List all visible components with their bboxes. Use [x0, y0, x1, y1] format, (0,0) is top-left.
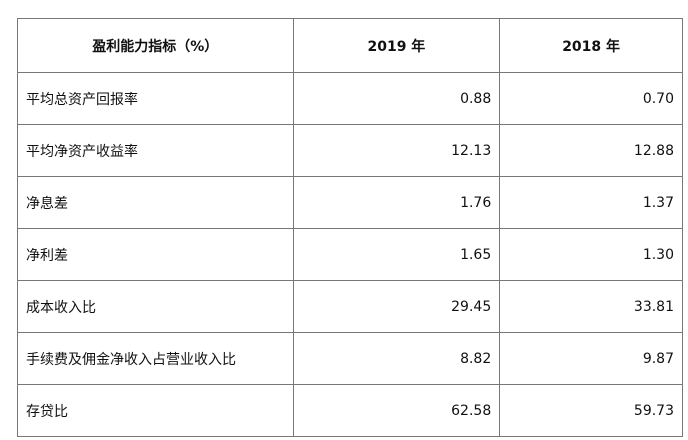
header-row: 盈利能力指标（%） 2019 年 2018 年	[17, 18, 683, 73]
table-row: 净息差 1.76 1.37	[17, 176, 683, 229]
value-2019-cell: 29.45	[292, 280, 501, 333]
value-2019-cell: 1.65	[292, 228, 501, 281]
value-2018-cell: 0.70	[499, 72, 683, 125]
indicator-cell: 平均净资产收益率	[17, 124, 294, 177]
indicator-cell: 净息差	[17, 176, 294, 229]
indicator-cell: 净利差	[17, 228, 294, 281]
value-2019-cell: 0.88	[292, 72, 501, 125]
value-2019-cell: 12.13	[292, 124, 501, 177]
table-row: 净利差 1.65 1.30	[17, 228, 683, 281]
value-2019-cell: 62.58	[292, 384, 501, 437]
table-row: 平均总资产回报率 0.88 0.70	[17, 72, 683, 125]
indicator-cell: 成本收入比	[17, 280, 294, 333]
header-indicator: 盈利能力指标（%）	[17, 18, 294, 73]
table-row: 手续费及佣金净收入占营业收入比 8.82 9.87	[17, 332, 683, 385]
table-row: 成本收入比 29.45 33.81	[17, 280, 683, 333]
header-2019: 2019 年	[292, 18, 501, 73]
value-2018-cell: 1.37	[499, 176, 683, 229]
value-2018-cell: 1.30	[499, 228, 683, 281]
indicator-cell: 平均总资产回报率	[17, 72, 294, 125]
value-2018-cell: 33.81	[499, 280, 683, 333]
indicator-cell: 存贷比	[17, 384, 294, 437]
table-row: 存贷比 62.58 59.73	[17, 384, 683, 437]
indicator-cell: 手续费及佣金净收入占营业收入比	[17, 332, 294, 385]
value-2018-cell: 12.88	[499, 124, 683, 177]
profitability-table: 盈利能力指标（%） 2019 年 2018 年 平均总资产回报率 0.88 0.70…	[17, 18, 683, 437]
value-2019-cell: 1.76	[292, 176, 501, 229]
table-row: 平均净资产收益率 12.13 12.88	[17, 124, 683, 177]
value-2018-cell: 59.73	[499, 384, 683, 437]
value-2019-cell: 8.82	[292, 332, 501, 385]
value-2018-cell: 9.87	[499, 332, 683, 385]
header-2018: 2018 年	[499, 18, 683, 73]
